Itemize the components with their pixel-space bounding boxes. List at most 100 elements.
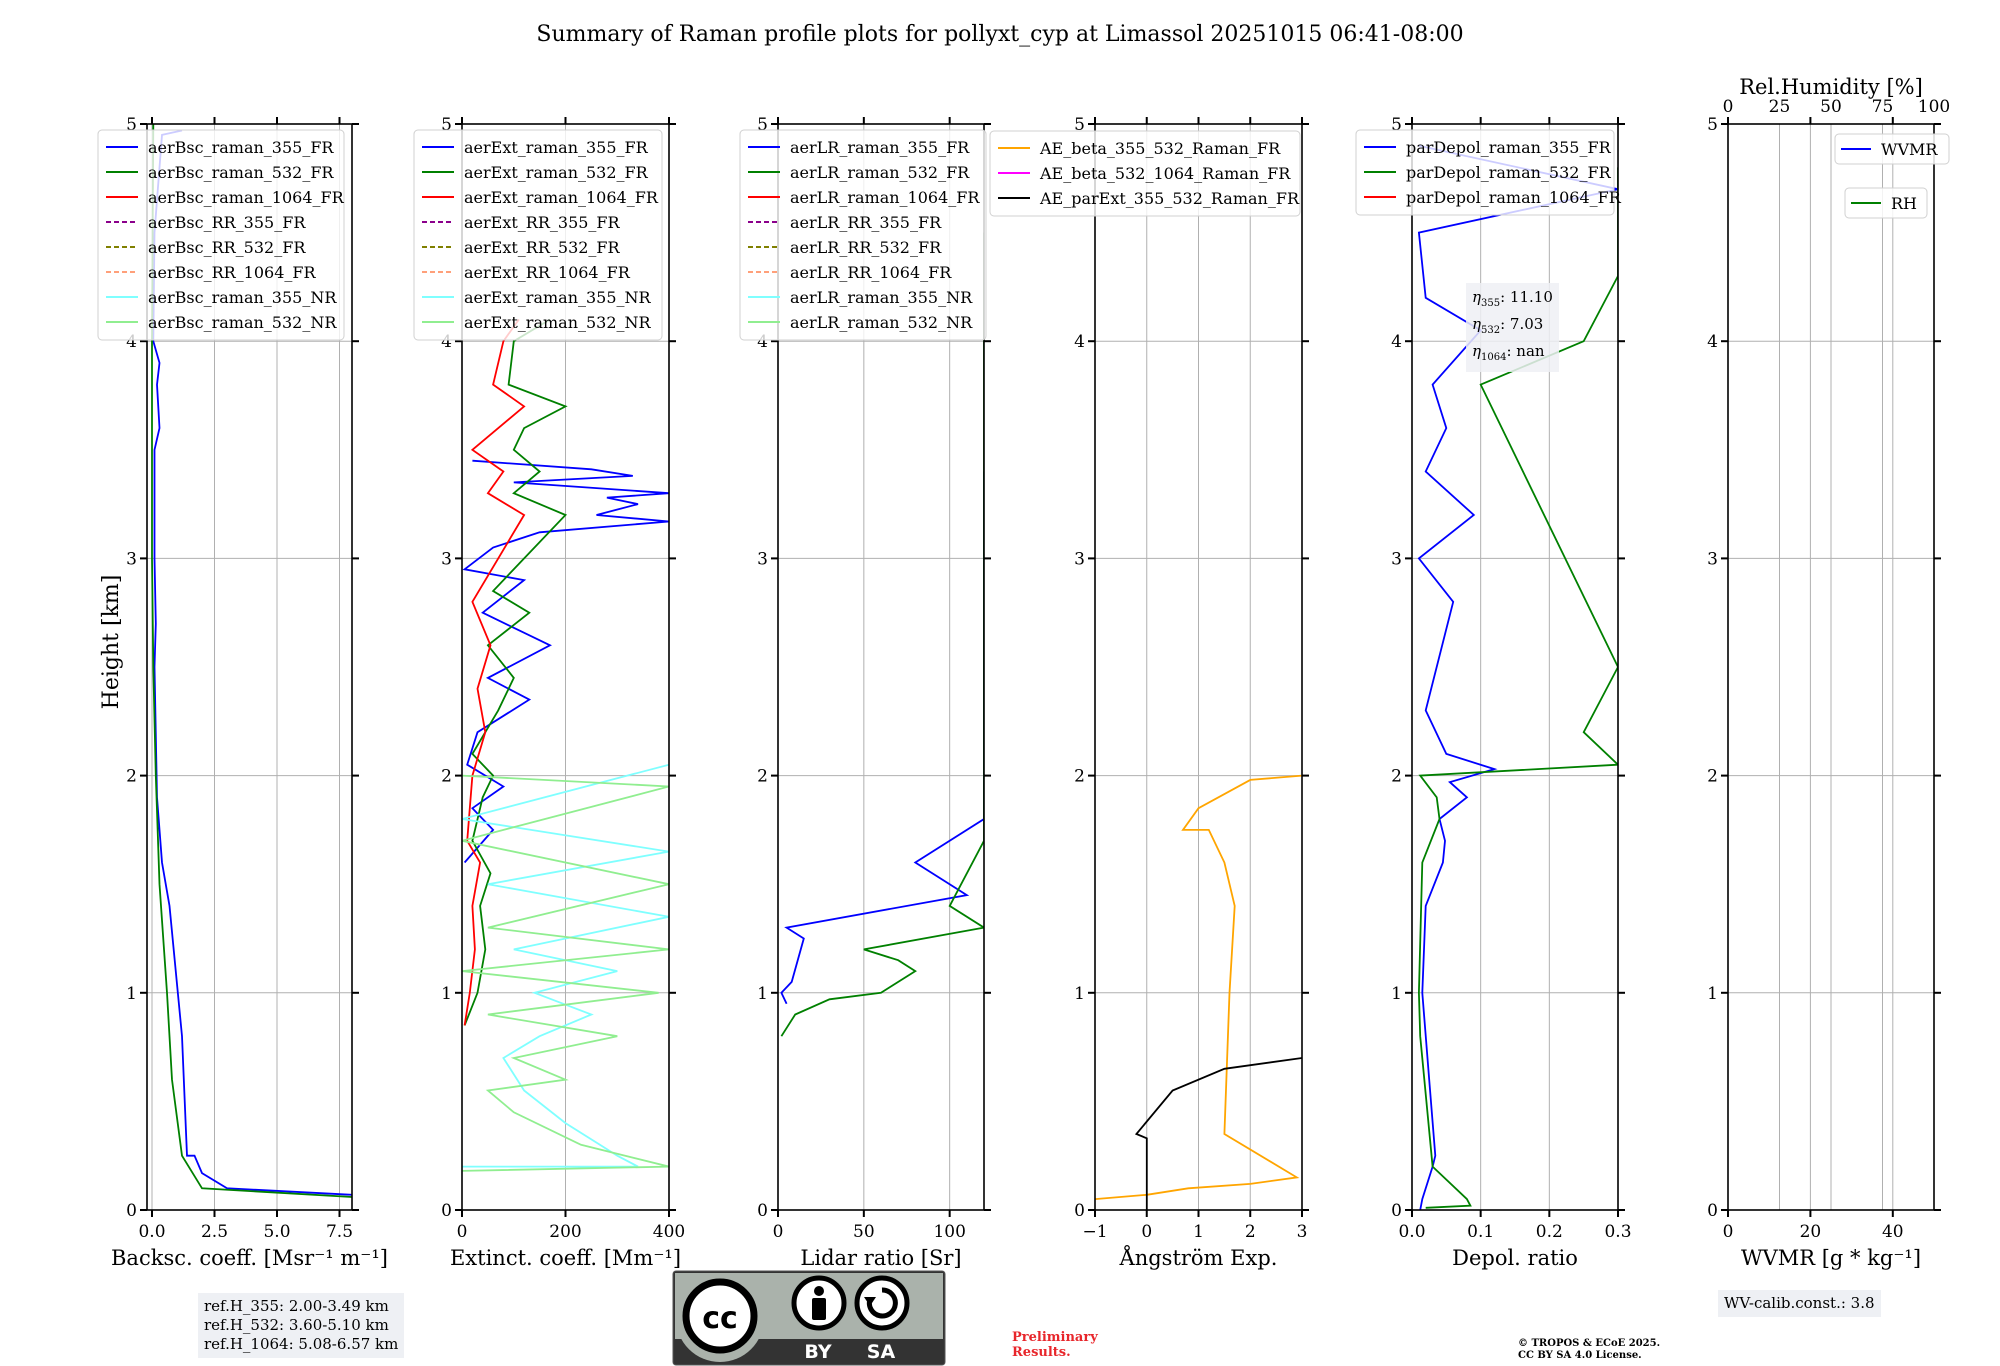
preliminary-line-1: Preliminary bbox=[1012, 1330, 1098, 1345]
x-tick-label: 40 bbox=[1882, 1222, 1904, 1242]
y-tick-label: 3 bbox=[126, 549, 137, 569]
series-line-aerExt_raman_532_NR bbox=[462, 774, 669, 1172]
x-tick-label: 0.1 bbox=[1467, 1222, 1494, 1242]
series-line-aerBsc_raman_355_FR bbox=[152, 129, 352, 1196]
top-x-tick-label: 0 bbox=[1723, 97, 1734, 117]
y-tick-label: 5 bbox=[126, 115, 137, 135]
legend-label: RH bbox=[1891, 194, 1917, 213]
legend-label: aerBsc_raman_1064_FR bbox=[148, 188, 345, 207]
legend-label: aerLR_RR_355_FR bbox=[790, 213, 942, 232]
y-tick-label: 3 bbox=[757, 549, 768, 569]
x-tick-label: 400 bbox=[653, 1222, 685, 1242]
legend-label: aerBsc_RR_1064_FR bbox=[148, 263, 317, 282]
top-x-tick-label: 50 bbox=[1820, 97, 1842, 117]
y-tick-label: 1 bbox=[1074, 984, 1085, 1004]
y-tick-label: 0 bbox=[126, 1201, 137, 1221]
y-tick-label: 0 bbox=[1707, 1201, 1718, 1221]
axes-frame bbox=[146, 123, 353, 1211]
series-line-AE_beta_355_532_Raman_FR bbox=[1095, 774, 1302, 1200]
series-line-AE_parExt_355_532_Raman_FR bbox=[1134, 1057, 1302, 1210]
legend-label: aerBsc_RR_532_FR bbox=[148, 238, 306, 257]
legend-box bbox=[1355, 129, 1615, 216]
legend-label: aerExt_raman_355_FR bbox=[464, 138, 649, 157]
axes-frame bbox=[1727, 123, 1935, 1211]
copyright-line-2: CC BY SA 4.0 License. bbox=[1518, 1350, 1642, 1361]
y-tick-label: 2 bbox=[1707, 767, 1718, 787]
y-tick-label: 3 bbox=[1707, 549, 1718, 569]
legend-label: aerLR_raman_1064_FR bbox=[790, 188, 980, 207]
by-label: BY bbox=[804, 1341, 831, 1363]
x-tick-label: 1 bbox=[1193, 1222, 1204, 1242]
y-tick-label: 5 bbox=[441, 115, 452, 135]
cc-icon: cc bbox=[676, 1274, 764, 1362]
x-tick-label: 20 bbox=[1800, 1222, 1822, 1242]
axes-frame bbox=[1411, 123, 1619, 1211]
y-tick-label: 2 bbox=[1391, 767, 1402, 787]
x-tick-label: 5.0 bbox=[263, 1222, 290, 1242]
x-axis-label: Ångström Exp. bbox=[1119, 1245, 1278, 1270]
legend-label: aerExt_raman_532_NR bbox=[464, 313, 652, 332]
ref-heights-box: ref.H_355: 2.00-3.49 km ref.H_532: 3.60-… bbox=[198, 1293, 405, 1358]
legend-label: aerBsc_raman_532_FR bbox=[148, 163, 334, 182]
legend-label: aerBsc_raman_532_NR bbox=[148, 313, 337, 332]
eta-355: η355: 11.10 bbox=[1472, 288, 1553, 309]
x-tick-label: 2.5 bbox=[201, 1222, 228, 1242]
ref-height-355: ref.H_355: 2.00-3.49 km bbox=[204, 1297, 389, 1315]
legend-label: aerExt_RR_532_FR bbox=[464, 238, 621, 257]
y-axis-label: Height [km] bbox=[99, 575, 124, 710]
top-x-tick-label: 100 bbox=[1918, 97, 1950, 117]
x-tick-label: 0 bbox=[1141, 1222, 1152, 1242]
y-tick-label: 5 bbox=[1707, 115, 1718, 135]
y-tick-label: 1 bbox=[441, 984, 452, 1004]
y-tick-label: 3 bbox=[1074, 549, 1085, 569]
legend-label: aerLR_raman_532_FR bbox=[790, 163, 970, 182]
y-tick-label: 0 bbox=[441, 1201, 452, 1221]
y-tick-label: 3 bbox=[441, 549, 452, 569]
legend-ext: aerExt_raman_355_FR aerExt_raman_532_FRae… bbox=[413, 129, 663, 341]
x-tick-label: 7.5 bbox=[326, 1222, 353, 1242]
x-axis-label: WVMR [g * kg⁻¹] bbox=[1741, 1246, 1921, 1270]
y-tick-label: 1 bbox=[1391, 984, 1402, 1004]
x-tick-label: 0.3 bbox=[1604, 1222, 1631, 1242]
x-axis-label: Extinct. coeff. [Mm⁻¹] bbox=[450, 1246, 681, 1270]
legend-label: aerExt_raman_532_FR bbox=[464, 163, 649, 182]
axes-frame bbox=[777, 123, 985, 1211]
y-tick-label: 2 bbox=[441, 767, 452, 787]
x-tick-label: 3 bbox=[1297, 1222, 1308, 1242]
copyright-line-1: © TROPOS & ECoE 2025. bbox=[1518, 1338, 1661, 1349]
y-tick-label: 1 bbox=[757, 984, 768, 1004]
legend-label: aerExt_RR_355_FR bbox=[464, 213, 621, 232]
series-line-aerBsc_raman_532_FR bbox=[151, 124, 352, 1198]
legend-label: aerLR_raman_355_NR bbox=[790, 288, 973, 307]
y-tick-label: 2 bbox=[126, 767, 137, 787]
series-line-aerExt_raman_1064_FR bbox=[463, 318, 526, 1026]
legend-label: aerLR_RR_532_FR bbox=[790, 238, 942, 257]
top-x-tick-label: 25 bbox=[1769, 97, 1791, 117]
y-tick-label: 4 bbox=[1074, 332, 1085, 352]
cc-license-badge: cc BY SA bbox=[672, 1270, 946, 1366]
preliminary-line-2: Results. bbox=[1012, 1345, 1071, 1360]
y-tick-label: 4 bbox=[757, 332, 768, 352]
sa-share-alike-icon bbox=[854, 1275, 910, 1331]
legend-label: aerBsc_RR_355_FR bbox=[148, 213, 306, 232]
legend-label: parDepol_raman_532_FR bbox=[1406, 163, 1612, 182]
panel-bsc: 0.0 2.5 5.0 7.5 0 1 2 3 4 5 Backsc. coeff. [Msr⁻¹ … bbox=[97, 115, 388, 1270]
legend-bsc: aerBsc_raman_355_FR aerBsc_raman_532_FRae… bbox=[97, 129, 345, 341]
y-tick-label: 4 bbox=[1391, 332, 1402, 352]
ref-height-532: ref.H_532: 3.60-5.10 km bbox=[204, 1316, 389, 1334]
y-tick-label: 4 bbox=[1707, 332, 1718, 352]
x-tick-label: 0 bbox=[1723, 1222, 1734, 1242]
legend-label: aerExt_RR_1064_FR bbox=[464, 263, 631, 282]
legend-ae: AE_beta_355_532_Raman_FR AE_beta_532_1064… bbox=[989, 130, 1301, 217]
series-line-aerExt_raman_355_FR bbox=[462, 459, 669, 864]
ref-height-1064: ref.H_1064: 5.08-6.57 km bbox=[204, 1335, 399, 1353]
panel-lr: 0 50 100 0 1 2 3 4 5 Lidar ratio [Sr] aerLR_raman_… bbox=[739, 115, 991, 1270]
legend-WVMR: WVMR bbox=[1834, 133, 1950, 165]
wv-calib-box: WV-calib.const.: 3.8 bbox=[1718, 1290, 1881, 1317]
x-tick-label: 2 bbox=[1245, 1222, 1256, 1242]
panel-ext: 0 200 400 0 1 2 3 4 5 Extinct. coeff. [Mm⁻¹] aerEx… bbox=[413, 115, 685, 1270]
legend-box bbox=[739, 129, 987, 341]
x-tick-label: 0 bbox=[457, 1222, 468, 1242]
panel-wv: 0 20 40 0 1 2 3 4 5 WVMR [g * kg⁻¹] 0 25 50 75 100Rel.… bbox=[1707, 75, 1950, 1270]
